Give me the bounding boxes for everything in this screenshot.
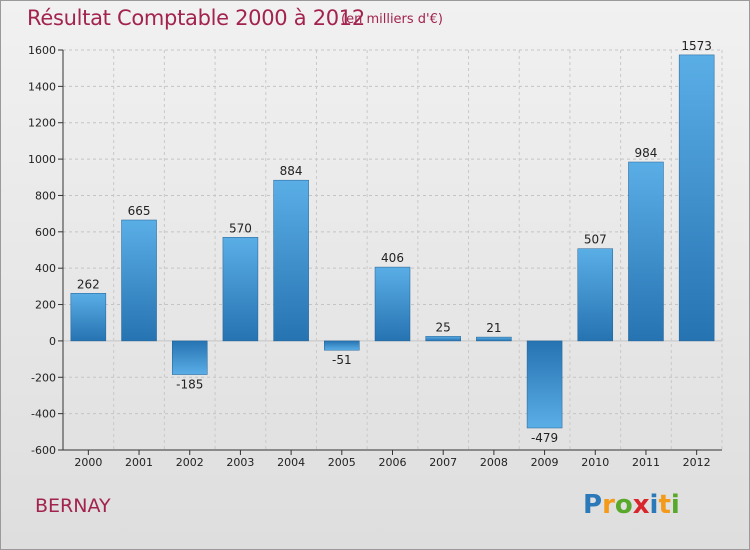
bar[interactable]	[70, 293, 107, 342]
x-tick-label: 2005	[328, 456, 356, 469]
y-tick-label: 1000	[28, 153, 56, 166]
grid-layer	[62, 49, 723, 451]
bar[interactable]	[425, 336, 461, 342]
chart-unit: (en milliers d'€)	[341, 12, 443, 27]
y-tick-label: -400	[31, 408, 56, 421]
x-tick-label: 2009	[531, 456, 559, 469]
x-tick-label: 2004	[277, 456, 305, 469]
bar[interactable]	[577, 248, 614, 342]
bar[interactable]	[374, 266, 411, 342]
y-tick-label: 0	[49, 335, 56, 348]
x-tick-label: 2002	[176, 456, 204, 469]
logo-letter: x	[632, 490, 650, 520]
y-tick-label: 1600	[28, 44, 56, 57]
bar-layer: 262 665 -185 570 884 -51 406 25 21 -479 507 984 1573	[70, 39, 715, 445]
y-tick-label: 600	[35, 226, 56, 239]
x-tick-label: 2010	[581, 456, 609, 469]
logo-letter: i	[670, 490, 680, 520]
bar-value-label: 406	[381, 251, 404, 265]
y-tick-label: 1200	[28, 117, 56, 130]
x-tick-label: 2007	[429, 456, 457, 469]
proxiti-logo[interactable]: Proxiti	[583, 490, 680, 520]
logo-letter: r	[602, 490, 615, 520]
bar[interactable]	[476, 336, 512, 342]
y-tick-label: -600	[31, 444, 56, 457]
bar-value-label: 262	[77, 277, 100, 291]
bar[interactable]	[526, 340, 563, 429]
x-tick-label: 2001	[125, 456, 153, 469]
bar-value-label: 1573	[681, 39, 712, 53]
bar-value-label: 25	[436, 320, 451, 334]
bar-value-label: 884	[280, 164, 303, 178]
bar[interactable]	[678, 54, 715, 342]
bar[interactable]	[171, 340, 208, 375]
bar[interactable]	[121, 219, 157, 342]
logo-letter: o	[614, 490, 633, 520]
bar-value-label: 570	[229, 221, 252, 235]
x-tick-label: 2000	[74, 456, 102, 469]
y-tick-label: -200	[31, 371, 56, 384]
logo-letter: t	[658, 490, 671, 520]
chart-title: Résultat Comptable 2000 à 2012	[27, 6, 365, 30]
bar-value-label: 21	[486, 321, 501, 335]
y-tick-label: 1400	[28, 80, 56, 93]
y-tick-label: 200	[35, 299, 56, 312]
logo-letter: P	[583, 490, 603, 520]
x-tick-label: 2012	[683, 456, 711, 469]
x-tick-label: 2003	[226, 456, 254, 469]
bar[interactable]	[273, 179, 309, 342]
x-tick-label: 2008	[480, 456, 508, 469]
bar-value-label: -185	[176, 378, 203, 392]
bar-value-label: 984	[635, 146, 658, 160]
y-tick-label: 800	[35, 189, 56, 202]
axis-layer: -600 -400 -200 0 200 400 600 800 1000 1200 1400 160…	[28, 44, 722, 469]
x-tick-label: 2006	[379, 456, 407, 469]
place-name: BERNAY	[35, 495, 111, 517]
bar[interactable]	[324, 340, 360, 351]
bar-value-label: 507	[584, 233, 607, 247]
bar-value-label: 665	[128, 204, 151, 218]
bar[interactable]	[222, 237, 259, 342]
x-tick-label: 2011	[632, 456, 660, 469]
logo-letter: i	[649, 490, 659, 520]
bar-value-label: -51	[332, 353, 352, 367]
bar-value-label: -479	[531, 431, 558, 445]
bar[interactable]	[628, 161, 664, 342]
y-tick-label: 400	[35, 262, 56, 275]
